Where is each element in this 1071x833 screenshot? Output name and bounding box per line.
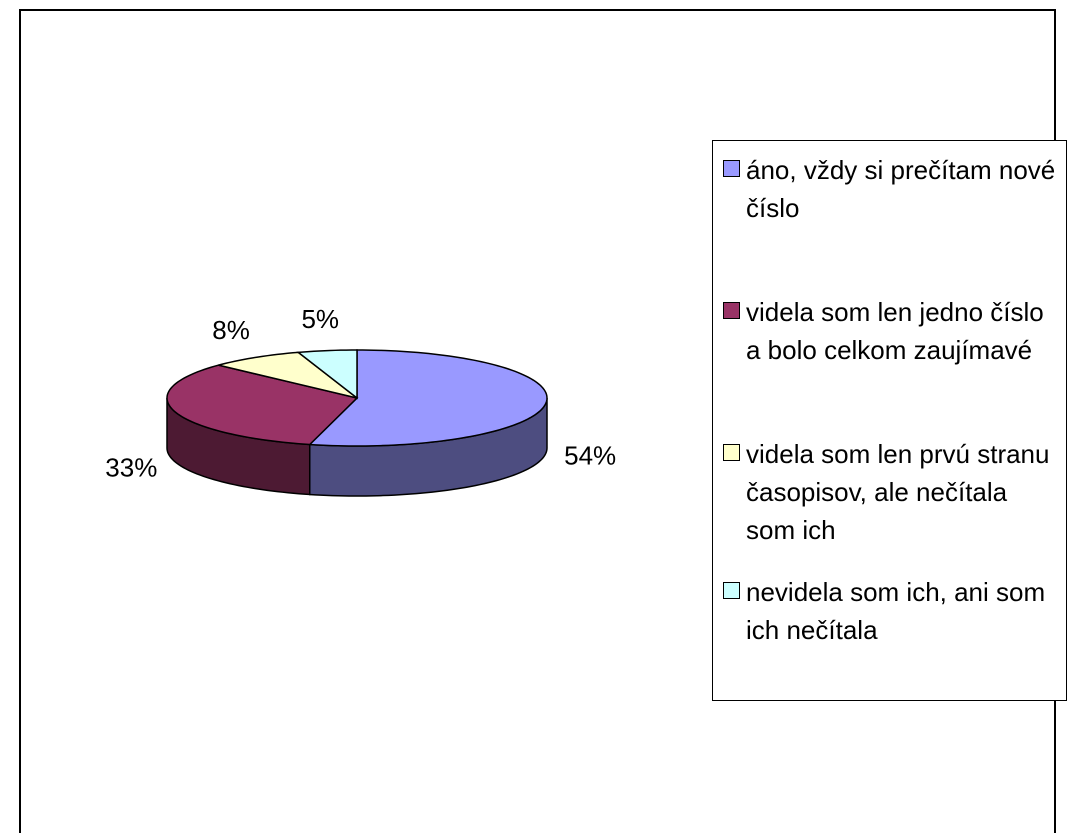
slice-top	[308, 349, 548, 447]
pie-slice	[296, 349, 358, 400]
legend-swatch	[723, 302, 740, 319]
slice-top	[296, 349, 358, 400]
legend-swatch	[723, 582, 740, 599]
legend-swatch	[723, 444, 740, 461]
slice-top	[166, 364, 359, 446]
legend: áno, vždy si prečítam nové číslo videla s…	[712, 140, 1067, 701]
legend-entry: nevidela som ich, ani som ich nečítala	[723, 573, 1063, 649]
legend-label: áno, vždy si prečítam nové číslo	[746, 155, 1056, 223]
data-label: 33%	[105, 453, 157, 483]
pie-slice	[308, 349, 548, 497]
legend-label: nevidela som ich, ani som ich nečítala	[746, 577, 1046, 645]
legend-entry: videla som len prvú stranu časopisov, al…	[723, 435, 1063, 549]
pie-slice	[166, 364, 359, 496]
data-label: 54%	[564, 441, 616, 471]
legend-label: videla som len jedno číslo a bolo celkom…	[746, 297, 1044, 365]
legend-swatch	[723, 160, 740, 177]
legend-entry: áno, vždy si prečítam nové číslo	[723, 151, 1063, 227]
legend-entry: videla som len jedno číslo a bolo celkom…	[723, 293, 1063, 369]
legend-label: videla som len prvú stranu časopisov, al…	[746, 439, 1050, 545]
pie-slice	[218, 351, 358, 399]
slice-top	[218, 351, 358, 399]
data-label: 8%	[212, 315, 250, 345]
data-label: 5%	[301, 304, 339, 334]
